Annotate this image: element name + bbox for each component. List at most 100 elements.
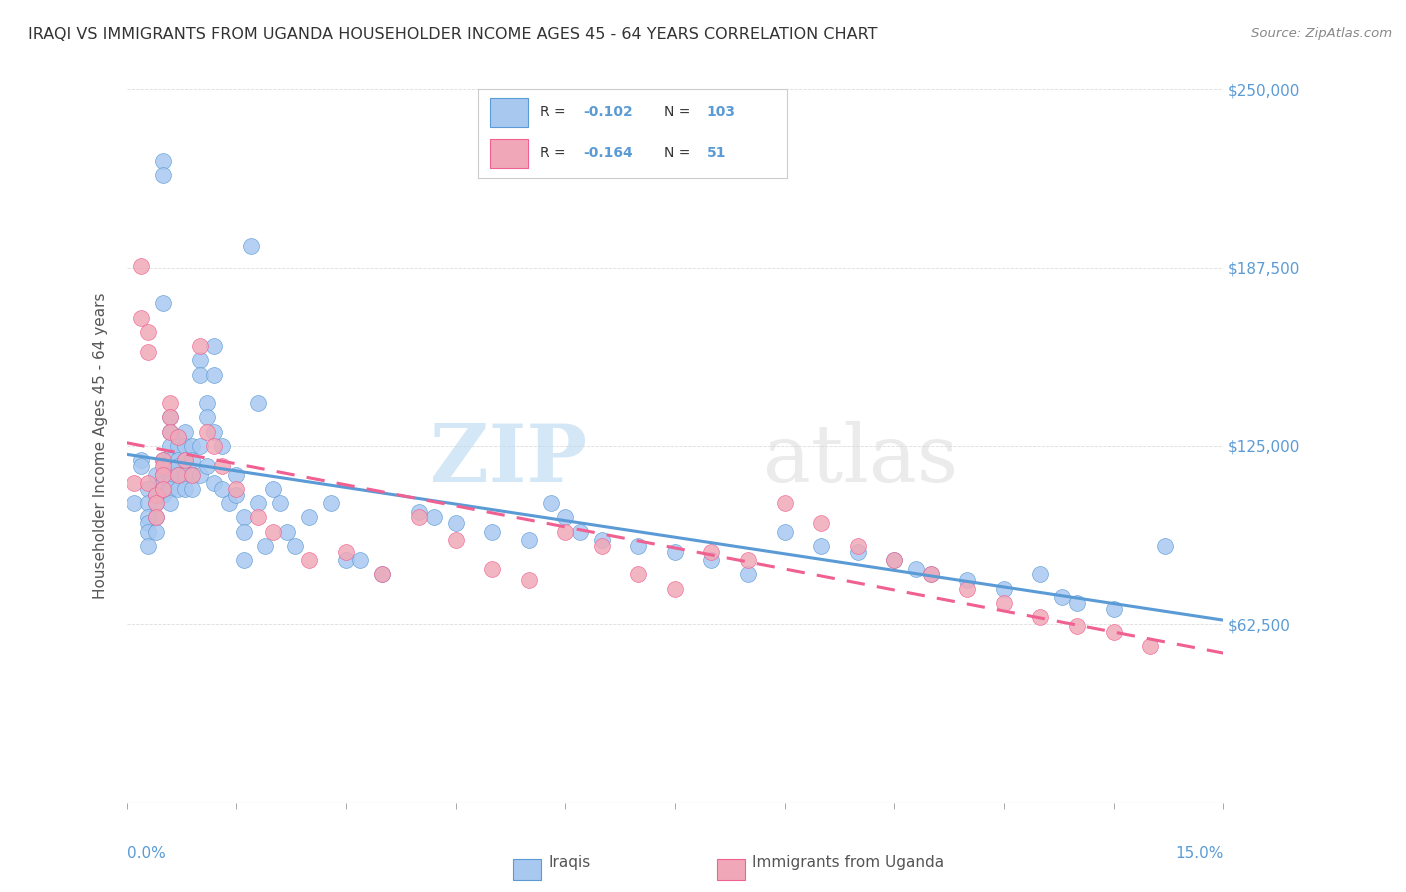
Point bbox=[174, 439, 197, 453]
Point bbox=[166, 430, 188, 444]
Point bbox=[159, 482, 181, 496]
Point bbox=[810, 516, 832, 530]
Point bbox=[1066, 619, 1088, 633]
Point bbox=[181, 467, 204, 482]
Point bbox=[239, 239, 262, 253]
Point bbox=[159, 467, 181, 482]
Point bbox=[211, 482, 233, 496]
Point bbox=[737, 567, 759, 582]
Point bbox=[225, 482, 247, 496]
Point bbox=[905, 562, 928, 576]
Point bbox=[152, 453, 174, 467]
Text: 15.0%: 15.0% bbox=[1175, 846, 1223, 861]
Point bbox=[195, 396, 218, 410]
Point bbox=[129, 310, 152, 325]
Point bbox=[145, 467, 167, 482]
Point bbox=[627, 567, 650, 582]
Point bbox=[166, 430, 188, 444]
Point bbox=[956, 582, 979, 596]
Point bbox=[145, 496, 167, 510]
Point bbox=[276, 524, 298, 539]
Point bbox=[159, 476, 181, 491]
Point bbox=[152, 476, 174, 491]
Point bbox=[408, 505, 430, 519]
Point bbox=[846, 544, 869, 558]
Point bbox=[188, 339, 211, 353]
Point bbox=[152, 153, 174, 168]
Point bbox=[993, 582, 1015, 596]
Point bbox=[181, 467, 204, 482]
Point bbox=[335, 544, 357, 558]
Point bbox=[195, 410, 218, 425]
Point bbox=[1139, 639, 1161, 653]
Point bbox=[254, 539, 277, 553]
Point bbox=[159, 410, 181, 425]
Point bbox=[1102, 624, 1125, 639]
Point bbox=[152, 453, 174, 467]
Point bbox=[174, 482, 197, 496]
Point bbox=[138, 496, 160, 510]
Point bbox=[181, 453, 204, 467]
Point bbox=[298, 553, 321, 567]
Point bbox=[444, 516, 467, 530]
Point bbox=[195, 425, 218, 439]
Point bbox=[181, 439, 204, 453]
Point bbox=[152, 467, 174, 482]
Text: R =: R = bbox=[540, 146, 569, 161]
Point bbox=[1029, 567, 1052, 582]
Text: N =: N = bbox=[664, 105, 695, 120]
Point bbox=[202, 439, 225, 453]
Point bbox=[1102, 601, 1125, 615]
Point bbox=[174, 425, 197, 439]
Text: N =: N = bbox=[664, 146, 695, 161]
Point bbox=[664, 582, 686, 596]
Point bbox=[122, 476, 145, 491]
Point bbox=[166, 453, 188, 467]
Point bbox=[225, 467, 247, 482]
Point bbox=[247, 496, 270, 510]
Point bbox=[269, 496, 291, 510]
Point bbox=[211, 439, 233, 453]
Text: ZIP: ZIP bbox=[430, 421, 588, 500]
Bar bbox=[491, 139, 527, 168]
Point bbox=[993, 596, 1015, 610]
Point bbox=[152, 487, 174, 501]
Point bbox=[145, 510, 167, 524]
Point bbox=[138, 524, 160, 539]
Point bbox=[700, 553, 723, 567]
Point bbox=[554, 510, 576, 524]
Point bbox=[408, 510, 430, 524]
Point bbox=[138, 325, 160, 339]
Point bbox=[773, 496, 796, 510]
Point bbox=[1066, 596, 1088, 610]
Point bbox=[883, 553, 905, 567]
Point bbox=[202, 476, 225, 491]
Text: Iraqis: Iraqis bbox=[548, 855, 591, 870]
Point bbox=[700, 544, 723, 558]
Point bbox=[188, 467, 211, 482]
Point bbox=[202, 368, 225, 382]
Point bbox=[284, 539, 307, 553]
Point bbox=[166, 439, 188, 453]
Point bbox=[174, 467, 197, 482]
Point bbox=[1153, 539, 1175, 553]
Point bbox=[1052, 591, 1074, 605]
Point bbox=[335, 553, 357, 567]
Text: IRAQI VS IMMIGRANTS FROM UGANDA HOUSEHOLDER INCOME AGES 45 - 64 YEARS CORRELATIO: IRAQI VS IMMIGRANTS FROM UGANDA HOUSEHOL… bbox=[28, 27, 877, 42]
Point bbox=[166, 482, 188, 496]
Point bbox=[159, 439, 181, 453]
Point bbox=[232, 524, 254, 539]
Point bbox=[138, 482, 160, 496]
Point bbox=[883, 553, 905, 567]
Point bbox=[371, 567, 394, 582]
Point bbox=[554, 524, 576, 539]
Point bbox=[517, 533, 540, 548]
Point bbox=[145, 487, 167, 501]
Point bbox=[627, 539, 650, 553]
Y-axis label: Householder Income Ages 45 - 64 years: Householder Income Ages 45 - 64 years bbox=[93, 293, 108, 599]
Text: R =: R = bbox=[540, 105, 569, 120]
Text: 51: 51 bbox=[707, 146, 727, 161]
Point bbox=[129, 458, 152, 473]
Point bbox=[262, 524, 284, 539]
Point bbox=[481, 562, 503, 576]
